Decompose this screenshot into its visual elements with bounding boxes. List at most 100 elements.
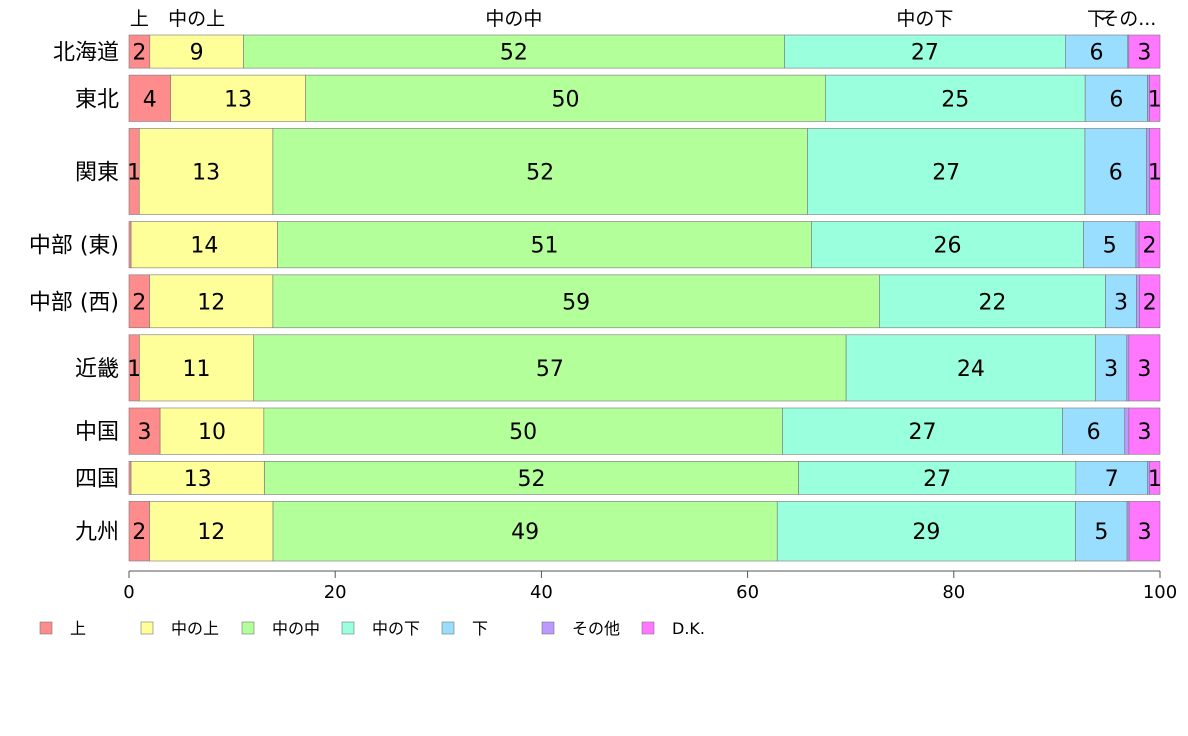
bar-segment [159,407,265,455]
top-series-label: 中の中 [485,8,542,30]
data-label: 3 [1137,41,1151,66]
data-label: 5 [1094,520,1108,545]
bar-segment [1138,221,1161,269]
bar-segment [243,34,785,69]
legend-label: 中の下 [372,619,420,638]
data-label: 9 [190,41,204,66]
x-axis: 0 20 40 60 80 100 [123,570,1177,603]
bar-segment [128,407,161,455]
data-label: 57 [536,357,564,382]
data-label: 3 [1137,420,1151,445]
bar-segment [1128,34,1161,69]
data-label: 1 [1148,87,1162,112]
top-series-label: その... [1100,8,1156,30]
data-label: 13 [184,467,212,492]
bar-segment [149,501,274,562]
data-label: 12 [197,520,225,545]
bar-segment [272,501,778,562]
bar-segment [807,128,1086,215]
bar-segment [1149,461,1161,495]
x-tick-label: 20 [324,582,347,603]
category-label: 中部 (西) [29,290,119,315]
bar-segment [1149,128,1161,215]
data-label: 52 [526,160,554,185]
bar-segment [149,274,274,329]
bar-segment [277,221,812,269]
bar-segment [1105,274,1137,329]
category-label: 四国 [75,467,119,492]
data-label: 11 [183,357,211,382]
data-label: 26 [934,234,962,259]
legend-label: 下 [472,619,488,638]
legend-label: D.K. [672,619,705,638]
category-label: 関東 [75,160,119,185]
data-label: 2 [1143,290,1157,315]
top-series-labels: 上中の上 中の中 中の下 下その... [130,8,1156,30]
legend-swatch [641,621,655,635]
data-label: 25 [941,87,969,112]
bar-segment [784,34,1066,69]
legend-swatch [541,621,555,635]
bar-segment [272,274,880,329]
data-label: 2 [132,520,146,545]
bar-segment [1084,128,1147,215]
bar-segment [1084,74,1148,122]
bars-layer: 2 9 52 27 6 34 13 50 25 6 11 13 52 27 6 114 51 26 5 22 12 59 2… [127,34,1162,562]
data-label: 2 [132,41,146,66]
data-label: 50 [552,87,580,112]
bar-segment [138,128,274,215]
bar-segment [128,221,132,269]
data-label: 22 [978,290,1006,315]
x-tick-label: 40 [530,582,553,603]
top-series-label: 下 [1087,8,1106,30]
data-label: 13 [192,160,220,185]
data-label: 1 [1148,467,1162,492]
category-label: 東北 [75,87,119,112]
bar-segment [1139,274,1161,329]
data-label: 7 [1105,467,1119,492]
data-label: 50 [509,420,537,445]
data-label: 3 [1137,357,1151,382]
legend-label: 中の中 [272,619,320,638]
data-label: 27 [923,467,951,492]
data-label: 52 [518,467,546,492]
bar-segment [272,128,808,215]
bar-segment [170,74,306,122]
bar-segment [879,274,1106,329]
data-label: 6 [1087,420,1101,445]
category-label: 近畿 [75,357,119,382]
data-label: 10 [198,420,226,445]
bar-segment [139,334,255,402]
bar-segment [253,334,847,402]
bar-segment [1065,34,1129,69]
data-label: 12 [197,290,225,315]
bar-segment [130,461,265,495]
bar-segment [149,34,244,69]
top-series-label: 中の上 [168,8,225,30]
data-label: 2 [1143,234,1157,259]
data-label: 52 [500,41,528,66]
x-tick-label: 0 [123,582,134,603]
x-tick-label: 100 [1143,582,1177,603]
bar-segment [1128,407,1161,455]
bar-segment [776,501,1076,562]
category-label: 九州 [75,520,119,545]
data-label: 6 [1109,87,1123,112]
category-label: 中国 [75,420,119,445]
legend-swatch [140,621,154,635]
data-label: 27 [932,160,960,185]
data-label: 6 [1109,160,1123,185]
bar-segment [1135,221,1140,269]
data-label: 59 [562,290,590,315]
data-label: 3 [1104,357,1118,382]
bar-segment [1136,274,1140,329]
data-label: 4 [143,87,157,112]
bar-segment [263,407,783,455]
bar-segment [1062,407,1126,455]
data-label: 27 [908,420,936,445]
data-label: 3 [138,420,152,445]
data-label: 13 [224,87,252,112]
data-label: 1 [127,357,141,382]
